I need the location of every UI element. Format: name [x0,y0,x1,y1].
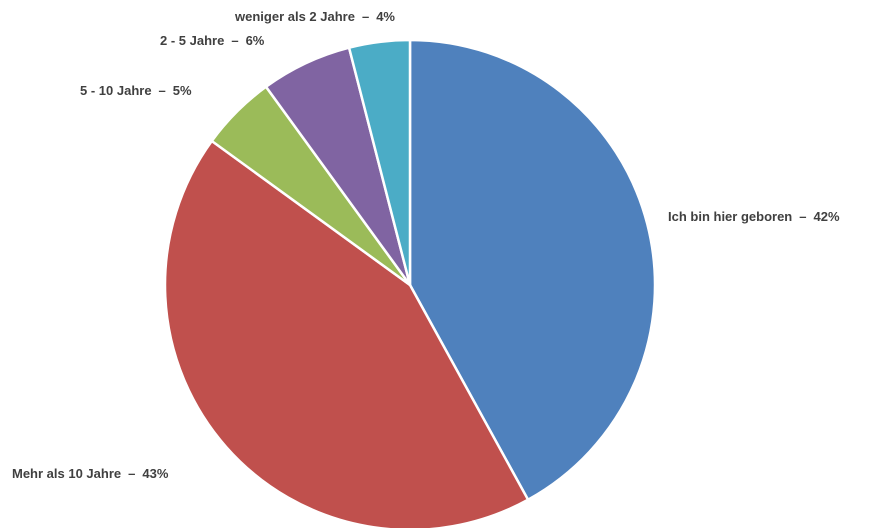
slice-category: 2 - 5 Jahre [160,33,224,48]
slice-separator: – [231,33,238,48]
pie-slice [347,38,412,286]
slice-label: weniger als 2 Jahre –4% [234,9,395,24]
slice-separator: – [128,466,135,481]
slice-value: 43% [142,466,168,481]
slice-value: 6% [246,33,265,48]
pie-slice [408,38,657,502]
slice-value: 4% [376,9,395,24]
slice-category: 5 - 10 Jahre [80,83,152,98]
slice-category: weniger als 2 Jahre [234,9,355,24]
slice-label: Mehr als 10 Jahre –43% [12,466,169,481]
slice-category: Ich bin hier geboren [668,209,792,224]
slice-label: 2 - 5 Jahre –6% [160,33,265,48]
slice-separator: – [799,209,806,224]
pie-slice [163,139,530,528]
slice-value: 42% [813,209,839,224]
slice-label: Ich bin hier geboren –42% [668,209,840,224]
slice-separator: – [159,83,166,98]
slice-separator: – [362,9,369,24]
slice-value: 5% [173,83,192,98]
slice-category: Mehr als 10 Jahre [12,466,121,481]
slice-label: 5 - 10 Jahre –5% [80,83,192,98]
